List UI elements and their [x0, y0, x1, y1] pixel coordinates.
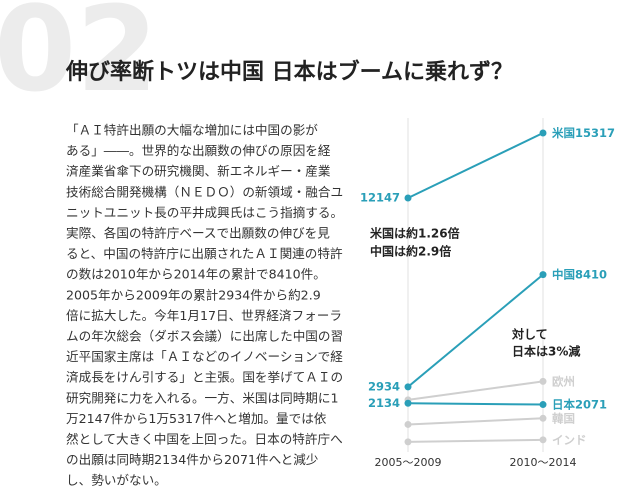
- data-point: [539, 377, 547, 385]
- data-point: [404, 438, 412, 446]
- end-label: 韓国: [552, 411, 575, 425]
- body-line: 実際、各国の特許庁ベースで出願数の伸びを見: [66, 226, 330, 241]
- data-point: [404, 383, 412, 391]
- page-title: 伸び率断トツは中国 日本はブームに乗れず？: [65, 59, 513, 85]
- body-line: 近平国家主席は「ＡＩなどのイノベーションで経: [66, 349, 343, 364]
- annotation: 中国は約2.9倍: [370, 244, 451, 259]
- body-line: 研究開発に力を入れる。一方、米国は同時期に1: [66, 390, 338, 405]
- value-label: 2071: [575, 397, 607, 411]
- end-label: 中国8410: [552, 267, 607, 281]
- body-line: の出願は同時期2134件から2071件へと減少: [66, 452, 318, 467]
- data-point: [404, 194, 412, 202]
- annotation: 米国は約1.26倍: [370, 226, 460, 241]
- series-line: [407, 417, 544, 426]
- body-line: ムの年次総会（ダボス会議）に出席した中国の習: [66, 329, 343, 344]
- body-line: 「ＡＩ特許出願の大幅な増加には中国の影が: [66, 123, 318, 138]
- annotation: 日本は3%減: [512, 344, 580, 359]
- value-label: 2134: [368, 396, 400, 410]
- series-name: 欧州: [552, 374, 575, 388]
- series-name: 日本: [552, 397, 575, 411]
- value-label: 12147: [360, 190, 400, 204]
- body-line: 2005年から2009年の累計2934件から約2.9: [66, 287, 321, 302]
- series-line: [407, 273, 544, 388]
- series-name: 韓国: [552, 411, 575, 425]
- value-label: 8410: [575, 267, 607, 281]
- body-line: 倍に拡大した。今年1月17日、世界経済フォーラ: [66, 308, 342, 323]
- series-name: 米国: [551, 126, 575, 140]
- data-point: [404, 399, 412, 407]
- body-line: 済産業省傘下の研究機関、新エネルギー・産業: [66, 164, 331, 179]
- series-line: [407, 380, 544, 401]
- body-line: 然として大きく中国を上回った。日本の特許庁へ: [66, 432, 343, 447]
- body-line: し、勢いがない。: [66, 473, 167, 488]
- body-line: 済成長をけん引する」と主張。国を挙げてＡＩの: [66, 370, 343, 385]
- value-label: 15317: [575, 126, 615, 140]
- body-text: 「ＡＩ特許出願の大幅な増加には中国の影がある」――。世界的な出願数の伸びの原因を…: [66, 123, 343, 488]
- body-line: ある」――。世界的な出願数の伸びの原因を経: [66, 143, 331, 158]
- series-name: インド: [552, 432, 587, 446]
- data-point: [539, 401, 547, 409]
- series-line: [407, 402, 544, 406]
- data-point: [539, 129, 547, 137]
- data-point: [539, 414, 547, 422]
- value-label: 2934: [368, 379, 400, 393]
- annotation: 対して: [511, 327, 548, 342]
- section-number: 02: [0, 0, 158, 118]
- series-name: 中国: [552, 267, 575, 281]
- end-label: 米国15317: [551, 126, 615, 140]
- body-line: ニットユニット長の平井成興氏はこう指摘する。: [66, 205, 343, 220]
- series-line: [407, 438, 544, 443]
- data-point: [539, 436, 547, 444]
- series-line: [407, 132, 544, 199]
- end-label: 日本2071: [552, 397, 607, 411]
- data-point: [539, 271, 547, 279]
- x-tick-label: 2005〜2009: [375, 456, 442, 469]
- body-line: 万2147件から1万5317件へと増加。量では依: [66, 411, 327, 426]
- x-tick-label: 2010〜2014: [510, 456, 577, 469]
- end-label: インド: [552, 432, 587, 446]
- body-line: 技術総合開発機構（ＮＥＤＯ）の新領域・融合ユ: [66, 184, 343, 199]
- body-line: の数は2010年から2014年の累計で8410件。: [66, 267, 326, 282]
- end-label: 欧州: [552, 374, 575, 388]
- body-line: ると、中国の特許庁に出願されたＡＩ関連の特許: [66, 246, 343, 261]
- data-point: [404, 420, 412, 428]
